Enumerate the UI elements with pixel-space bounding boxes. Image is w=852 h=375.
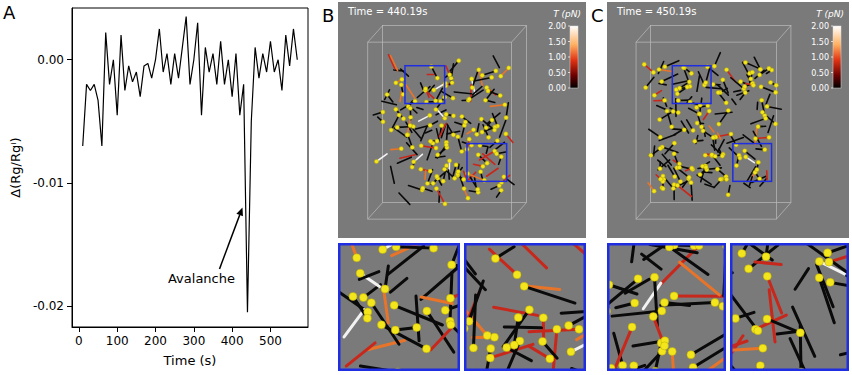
svg-text:-0.01: -0.01 xyxy=(33,176,64,190)
svg-text:1.00: 1.00 xyxy=(811,53,829,62)
svg-text:400: 400 xyxy=(221,334,244,348)
svg-text:Δ(Rg/Rgⁱ): Δ(Rg/Rgⁱ) xyxy=(8,137,23,197)
svg-text:Time = 450.19s: Time = 450.19s xyxy=(616,6,696,17)
svg-text:2.00: 2.00 xyxy=(811,22,829,31)
svg-text:0.00: 0.00 xyxy=(37,53,64,67)
svg-text:0.00: 0.00 xyxy=(548,84,566,93)
svg-text:300: 300 xyxy=(182,334,205,348)
svg-text:T (pN): T (pN) xyxy=(816,9,844,19)
html-text:C: C xyxy=(591,5,604,26)
svg-text:Avalanche: Avalanche xyxy=(168,271,235,286)
svg-text:1.00: 1.00 xyxy=(548,53,566,62)
svg-text:0.50: 0.50 xyxy=(548,69,566,78)
svg-text:T (pN): T (pN) xyxy=(553,9,581,19)
svg-text:100: 100 xyxy=(106,334,129,348)
svg-text:Time = 440.19s: Time = 440.19s xyxy=(347,6,427,17)
svg-text:200: 200 xyxy=(144,334,167,348)
svg-text:0: 0 xyxy=(75,334,83,348)
svg-text:2.00: 2.00 xyxy=(548,22,566,31)
svg-text:-0.02: -0.02 xyxy=(33,299,64,313)
svg-text:1.50: 1.50 xyxy=(548,38,566,47)
html-text:B: B xyxy=(322,5,335,26)
svg-text:500: 500 xyxy=(259,334,282,348)
svg-text:1.50: 1.50 xyxy=(811,38,829,47)
svg-text:0.00: 0.00 xyxy=(811,84,829,93)
svg-text:Time (s): Time (s) xyxy=(163,353,217,368)
svg-text:0.50: 0.50 xyxy=(811,69,829,78)
html-text:A: A xyxy=(3,2,16,23)
